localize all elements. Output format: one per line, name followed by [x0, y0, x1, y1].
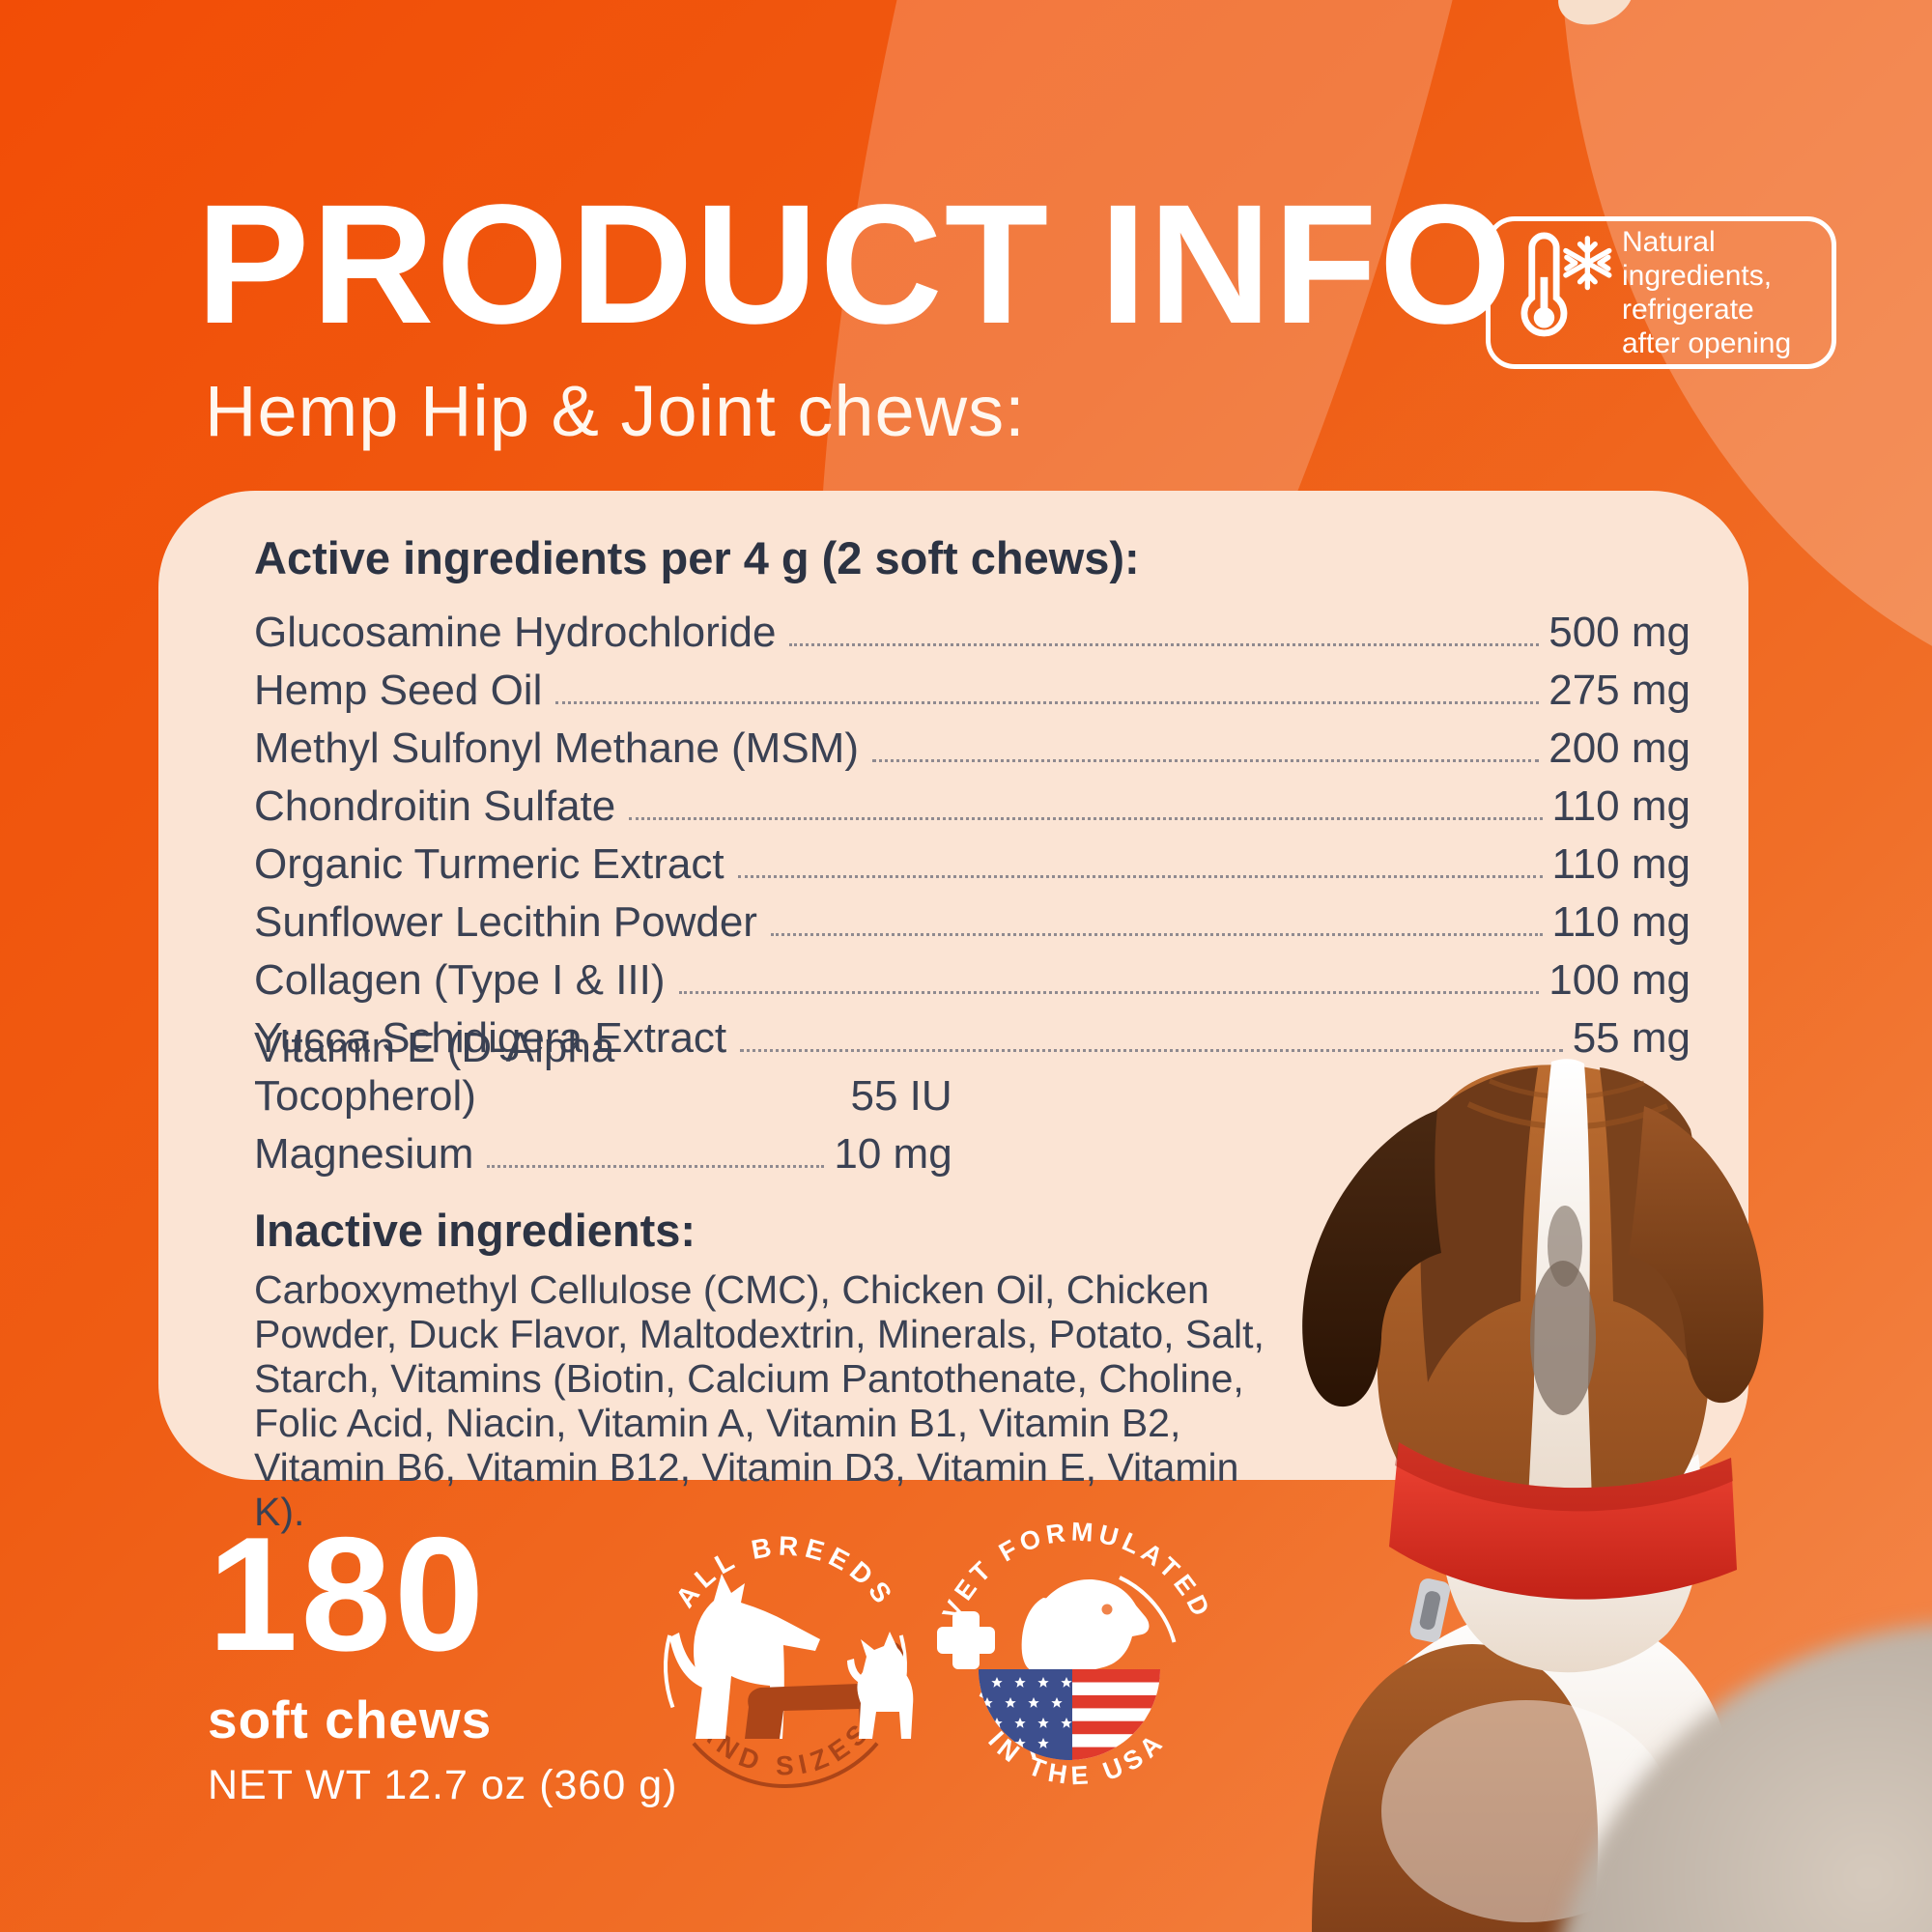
- ingredient-amount: 110 mg: [1551, 898, 1691, 946]
- inactive-ingredients-text: Carboxymethyl Cellulose (CMC), Chicken O…: [254, 1267, 1264, 1534]
- ingredient-row: Vitamin E (D-Alpha Tocopherol) 55 IU: [254, 1024, 952, 1121]
- ingredient-amount: 55 IU: [850, 1072, 952, 1120]
- ingredient-name: Sunflower Lecithin Powder: [254, 898, 757, 946]
- page-subtitle: Hemp Hip & Joint chews:: [205, 371, 1026, 451]
- ingredient-row: Organic Turmeric Extract 110 mg: [254, 831, 1690, 889]
- ingredient-name: Chondroitin Sulfate: [254, 782, 616, 830]
- ingredient-row: Hemp Seed Oil 275 mg: [254, 657, 1690, 715]
- dotted-leader: [789, 643, 1540, 646]
- net-weight: NET WT 12.7 oz (360 g): [208, 1762, 678, 1808]
- quantity-block: 180 soft chews NET WT 12.7 oz (360 g): [208, 1513, 677, 1809]
- ingredient-row: Magnesium 10 mg: [254, 1121, 952, 1179]
- dog-photo: [1302, 1059, 1764, 1932]
- ingredient-row: Glucosamine Hydrochloride 500 mg: [254, 599, 1690, 657]
- ingredients-panel: Active ingredients per 4 g (2 soft chews…: [158, 491, 1748, 1534]
- active-ingredients-heading: Active ingredients per 4 g (2 soft chews…: [254, 532, 1140, 583]
- refrigerate-note: Natural ingredients, refrigerate after o…: [1622, 226, 1792, 359]
- ingredient-row: Collagen (Type I & III) 100 mg: [254, 947, 1690, 1005]
- dotted-leader: [678, 991, 1540, 994]
- chew-count: 180: [208, 1503, 488, 1685]
- chew-unit: soft chews: [208, 1690, 493, 1749]
- ingredient-name: Yucca Schidigera Extract: [254, 1014, 727, 1062]
- ingredient-name: Magnesium: [254, 1130, 474, 1178]
- vet-formulated-seal: VET FORMULATED IN THE USA: [937, 1517, 1212, 1790]
- ingredient-name: Vitamin E (D-Alpha Tocopherol): [254, 1024, 615, 1120]
- active-ingredients-list: Glucosamine Hydrochloride 500 mg Hemp See…: [254, 599, 1690, 1179]
- page-title: PRODUCT INFO: [196, 170, 1514, 359]
- ingredient-amount: 110 mg: [1551, 782, 1691, 830]
- ingredient-amount: 100 mg: [1548, 956, 1690, 1004]
- ingredient-row: Sunflower Lecithin Powder 110 mg: [254, 889, 1690, 947]
- ingredient-amount: 110 mg: [1551, 840, 1691, 888]
- dotted-leader: [629, 817, 1543, 820]
- ingredient-amount: 275 mg: [1548, 667, 1690, 714]
- dotted-leader: [740, 1049, 1563, 1052]
- ingredient-name: Methyl Sulfonyl Methane (MSM): [254, 724, 859, 772]
- refrigerate-badge: Natural ingredients, refrigerate after o…: [1486, 216, 1836, 369]
- inactive-ingredients-heading: Inactive ingredients:: [254, 1205, 696, 1256]
- ingredient-name: Organic Turmeric Extract: [254, 840, 724, 888]
- all-breeds-seal: ALL BREEDS AND SIZES: [664, 1531, 914, 1789]
- dotted-leader: [872, 759, 1540, 762]
- thermometer-snowflake-icon: [1508, 232, 1622, 355]
- ingredient-amount: 200 mg: [1548, 724, 1690, 772]
- ingredient-name: Glucosamine Hydrochloride: [254, 609, 777, 656]
- ingredient-name: Collagen (Type I & III): [254, 956, 666, 1004]
- ingredient-row: Chondroitin Sulfate 110 mg: [254, 773, 1690, 831]
- dotted-leader: [770, 933, 1543, 936]
- collar-buckle: [1409, 1578, 1451, 1642]
- ingredient-amount: 500 mg: [1548, 609, 1690, 656]
- ingredient-row: Methyl Sulfonyl Methane (MSM) 200 mg: [254, 715, 1690, 773]
- ingredient-amount: 10 mg: [834, 1130, 952, 1178]
- ingredient-name: Hemp Seed Oil: [254, 667, 543, 714]
- ingredient-amount: 55 mg: [1572, 1014, 1690, 1062]
- dotted-leader: [487, 1165, 825, 1168]
- seal-arc-text: ALL BREEDS: [669, 1531, 900, 1613]
- three-dogs-icon: [669, 1574, 914, 1739]
- ingredient-row: Yucca Schidigera Extract 55 mg: [254, 1005, 1690, 1063]
- dotted-leader: [555, 701, 1540, 704]
- dotted-leader: [737, 875, 1543, 878]
